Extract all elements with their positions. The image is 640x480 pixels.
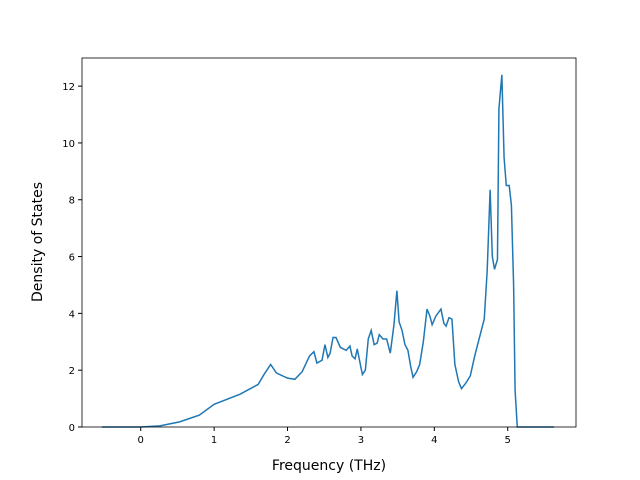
- y-tick-label: 10: [62, 139, 75, 150]
- y-tick-label: 0: [69, 423, 75, 434]
- y-axis-label: Density of States: [30, 182, 46, 302]
- x-tick-label: 2: [284, 435, 290, 446]
- y-tick-label: 8: [69, 196, 75, 207]
- plot-frame: [81, 57, 577, 428]
- x-tick-label: 0: [138, 435, 144, 446]
- x-axis-label: Frequency (THz): [272, 458, 386, 474]
- x-tick-label: 1: [211, 435, 217, 446]
- y-tick-label: 4: [69, 309, 75, 320]
- y-tick-label: 12: [62, 82, 75, 93]
- x-tick-label: 4: [431, 435, 437, 446]
- y-tick-label: 6: [69, 253, 75, 264]
- x-tick-label: 5: [505, 435, 511, 446]
- dos-line: [101, 74, 554, 428]
- y-tick-label: 2: [69, 366, 75, 377]
- x-tick-label: 3: [358, 435, 364, 446]
